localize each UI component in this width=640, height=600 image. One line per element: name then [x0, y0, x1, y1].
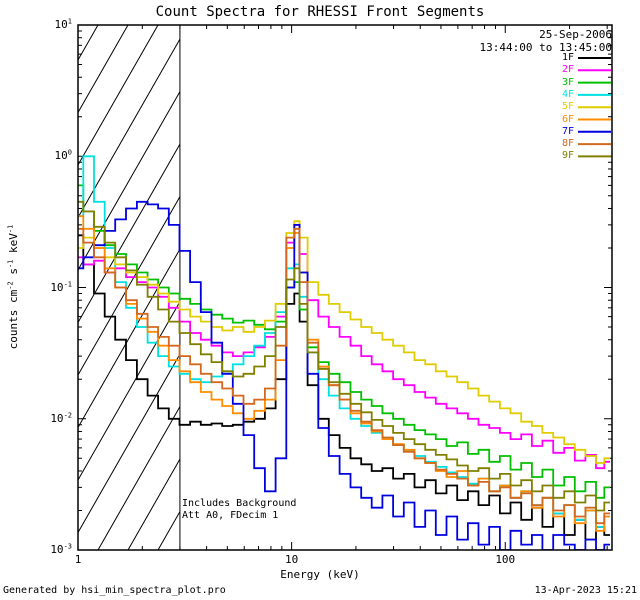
series-line-2F [78, 224, 610, 470]
generated-by-text: Generated by hsi_min_spectra_plot.pro [3, 585, 226, 596]
hatched-low-energy-region [78, 25, 180, 550]
series-line-5F [78, 220, 610, 464]
legend-label-8F: 8F [561, 138, 574, 150]
y-tick-label: 100 [54, 148, 72, 163]
series-line-7F [78, 200, 610, 550]
y-tick-label: 101 [54, 17, 72, 31]
chart-title: Count Spectra for RHESSI Front Segments [155, 4, 485, 20]
legend-label-2F: 2F [561, 64, 574, 76]
generation-timestamp: 13-Apr-2023 15:21 [534, 585, 637, 596]
legend-label-6F: 6F [561, 113, 574, 125]
legend-label-5F: 5F [561, 101, 574, 113]
series-line-4F [78, 155, 610, 528]
y-tick-label: 10-3 [50, 542, 72, 556]
series-line-9F [78, 200, 610, 512]
y-axis-label: counts cm-2 s-1 keV-1 [6, 224, 20, 350]
plot-border [77, 24, 613, 551]
legend-label-3F: 3F [561, 76, 574, 88]
x-axis-label: Energy (keV) [280, 568, 360, 581]
x-tick-label: 100 [495, 553, 516, 566]
observation-date: 25-Sep-2006 [539, 28, 612, 41]
annotation-includes-background: Includes Background [182, 498, 297, 509]
spectra-series-group [78, 155, 610, 550]
annotation-attenuator-state: Att A0, FDecim 1 [182, 510, 279, 521]
series-line-3F [78, 184, 610, 499]
legend-label-4F: 4F [561, 88, 574, 100]
y-tick-label: 10-1 [50, 279, 72, 294]
legend-label-9F: 9F [561, 150, 574, 162]
series-line-6F [78, 215, 610, 532]
series-line-1F [78, 234, 610, 541]
series-line-8F [78, 227, 610, 525]
x-tick-label: 10 [285, 553, 299, 566]
y-tick-label: 10-2 [50, 411, 72, 425]
legend-label-1F: 1F [561, 52, 574, 63]
x-tick-label: 1 [74, 553, 82, 566]
legend-label-7F: 7F [561, 125, 574, 137]
observation-time-range: 13:44:00 to 13:45:00 [479, 41, 612, 54]
